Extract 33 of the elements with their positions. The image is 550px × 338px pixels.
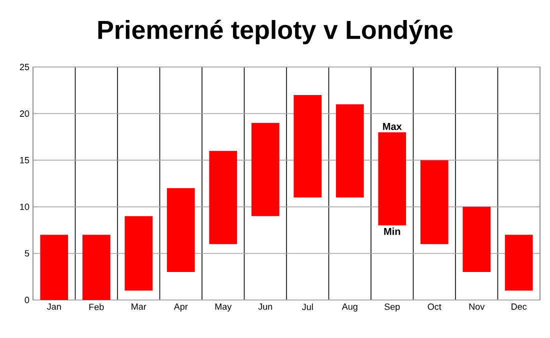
- bar: [40, 234, 68, 300]
- x-tick-label: Mar: [132, 304, 146, 310]
- x-tick-label: Feb: [89, 304, 104, 310]
- bar: [209, 150, 238, 244]
- x-tick-label: Jul: [302, 304, 313, 310]
- y-tick-label: 0: [24, 296, 30, 304]
- x-tick-label: Aug: [342, 304, 358, 312]
- bar: [378, 132, 406, 226]
- bar: [82, 234, 110, 300]
- x-tick-label: Jun: [258, 304, 272, 310]
- annotation: Max: [383, 123, 402, 130]
- y-tick-label: 10: [20, 204, 30, 210]
- x-tick-label: May: [215, 304, 232, 312]
- bar: [251, 122, 280, 216]
- x-tick-label: Oct: [428, 304, 442, 310]
- chart-title: Priemerné teploty v Londýne: [98, 20, 453, 44]
- bar: [462, 206, 491, 272]
- annotation: Min: [384, 228, 400, 235]
- bar: [166, 188, 195, 272]
- bar: [294, 94, 322, 198]
- bar: [124, 216, 153, 291]
- bar: [504, 234, 533, 291]
- bar: [420, 160, 448, 244]
- y-tick-label: 20: [20, 110, 30, 117]
- y-tick-label: 5: [24, 250, 30, 257]
- bar: [336, 104, 364, 198]
- x-tick-label: Sep: [384, 304, 400, 312]
- y-tick-label: 15: [20, 157, 30, 164]
- y-tick-label: 25: [20, 64, 30, 70]
- x-tick-label: Nov: [469, 304, 485, 310]
- x-tick-label: Apr: [174, 304, 188, 312]
- x-tick-label: Dec: [512, 304, 527, 310]
- x-tick-label: Jan: [47, 304, 61, 310]
